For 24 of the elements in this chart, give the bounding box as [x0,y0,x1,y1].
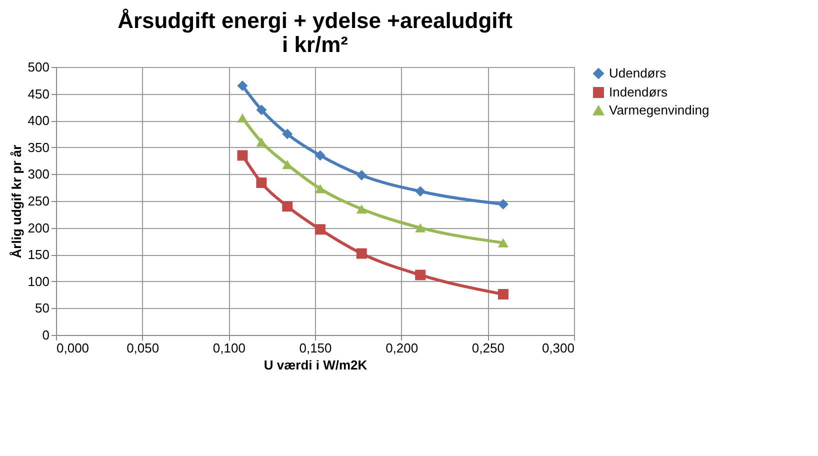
x-tick-label: 0,000 [56,340,90,356]
y-tick-label: 150 [28,247,50,262]
legend-label: Varmegenvinding [609,102,710,118]
y-axis-title: Årlig udgif kr pr år [8,144,24,258]
y-tick-label: 400 [28,113,50,128]
x-tick-label: 0,050 [126,340,160,356]
x-tick-label: 0,250 [472,340,504,356]
x-axis-title: U værdi i W/m2K [264,358,368,372]
y-tick-label: 100 [28,274,50,289]
y-tick-label: 350 [28,140,50,155]
x-tick-label: 0,200 [386,340,418,356]
legend-label: Indendørs [609,84,668,100]
y-tick-label: 200 [28,220,50,236]
chart-title: Årsudgift energi + ydelse +arealudgift i kr/m² [118,8,514,57]
x-tick-label: 0,300 [542,340,574,356]
y-tick-label: 0 [42,328,50,342]
x-tick-label: 0,100 [212,340,246,356]
x-tick-label: 0,150 [299,340,332,356]
legend-label: Udendørs [609,66,667,80]
y-tick-label: 50 [35,300,50,316]
y-tick-label: 300 [28,166,50,182]
y-tick-label: 500 [28,60,50,74]
y-tick-label: 250 [28,194,50,208]
y-tick-label: 450 [28,86,50,102]
